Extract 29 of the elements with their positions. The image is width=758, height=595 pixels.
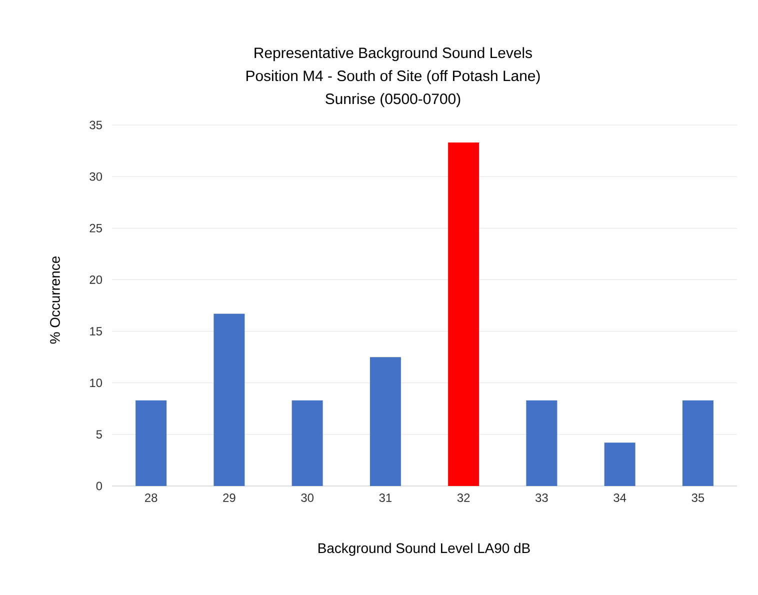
x-tick-label: 28 xyxy=(145,494,158,502)
chart-title: Representative Background Sound Levels xyxy=(254,47,532,62)
text: Sunrise (0500-0700) xyxy=(326,93,460,108)
x-tick-label: 29 xyxy=(223,494,236,502)
x-tick-label: 34 xyxy=(614,494,626,502)
y-tick-label: 25 xyxy=(90,224,102,232)
y-tick-label: 35 xyxy=(90,120,102,130)
x-tick-label: 30 xyxy=(301,494,314,502)
bar xyxy=(682,400,714,486)
y-tick-label: 10 xyxy=(90,378,102,388)
bar xyxy=(526,400,558,486)
bar xyxy=(136,400,167,486)
bar xyxy=(604,442,636,486)
x-axis-title: Background Sound Level LA90 dB xyxy=(318,542,530,556)
x-tick-label: 31 xyxy=(379,494,392,502)
y-tick-label: 30 xyxy=(90,172,102,181)
y-tick-label: 0 xyxy=(96,482,102,490)
y-tick-label: 5 xyxy=(96,430,102,439)
chart-subtitle: Position M4 - South of Site (off Potash Lane) xyxy=(246,70,540,84)
y-tick-label: 15 xyxy=(90,327,102,336)
y-tick-label: 20 xyxy=(90,275,102,284)
bar xyxy=(448,142,480,486)
bar xyxy=(370,357,401,486)
x-tick-label: 35 xyxy=(692,494,704,502)
y-axis-title: % Occurrence xyxy=(50,256,60,344)
x-tick-label: 33 xyxy=(536,494,548,502)
bar xyxy=(292,400,323,486)
bar xyxy=(214,314,245,486)
x-tick-label: 32 xyxy=(457,494,470,502)
